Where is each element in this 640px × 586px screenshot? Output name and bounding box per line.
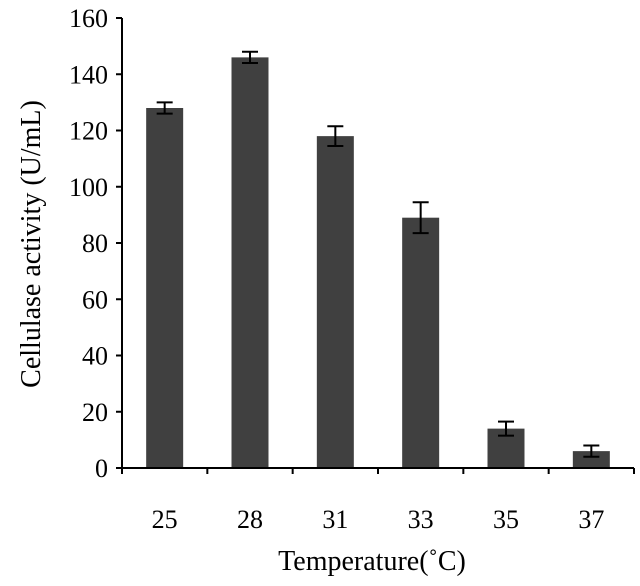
y-tick-label: 120 [69, 117, 108, 146]
y-tick-label: 80 [82, 229, 108, 258]
bars-group [146, 57, 610, 468]
bar-28 [231, 57, 269, 468]
y-tick-label: 0 [95, 454, 108, 483]
error-bars-group [156, 50, 600, 458]
y-axis-title: Cellulase activity (U/mL) [16, 100, 47, 388]
error-bar-25 [156, 101, 173, 115]
y-tick-label: 60 [82, 285, 108, 314]
error-bar-33 [412, 201, 429, 235]
error-bar-37 [583, 444, 600, 458]
x-tick-label-37: 37 [578, 505, 604, 534]
x-axis-title: Temperature(˚C) [278, 546, 466, 577]
y-tick-label: 20 [82, 398, 108, 427]
y-tick-label: 40 [82, 342, 108, 371]
y-tick-label: 100 [69, 173, 108, 202]
y-tick-label: 160 [69, 4, 108, 33]
y-axis-ticks: 0 20 40 60 80 100 120 140 160 [69, 4, 122, 483]
x-tick-label-25: 25 [152, 505, 178, 534]
x-tick-label-33: 33 [408, 505, 434, 534]
bar-25 [146, 108, 184, 468]
x-tick-label-28: 28 [237, 505, 263, 534]
y-tick-label: 140 [69, 60, 108, 89]
error-bar-28 [242, 50, 258, 64]
bar-33 [402, 217, 440, 468]
bar-37 [572, 451, 610, 468]
error-bar-35 [498, 420, 514, 437]
error-bar-31 [327, 125, 344, 147]
x-tick-label-31: 31 [322, 505, 348, 534]
x-axis-ticks: 25 28 31 33 35 37 [121, 468, 635, 534]
x-tick-label-35: 35 [493, 505, 519, 534]
bar-31 [316, 136, 354, 468]
